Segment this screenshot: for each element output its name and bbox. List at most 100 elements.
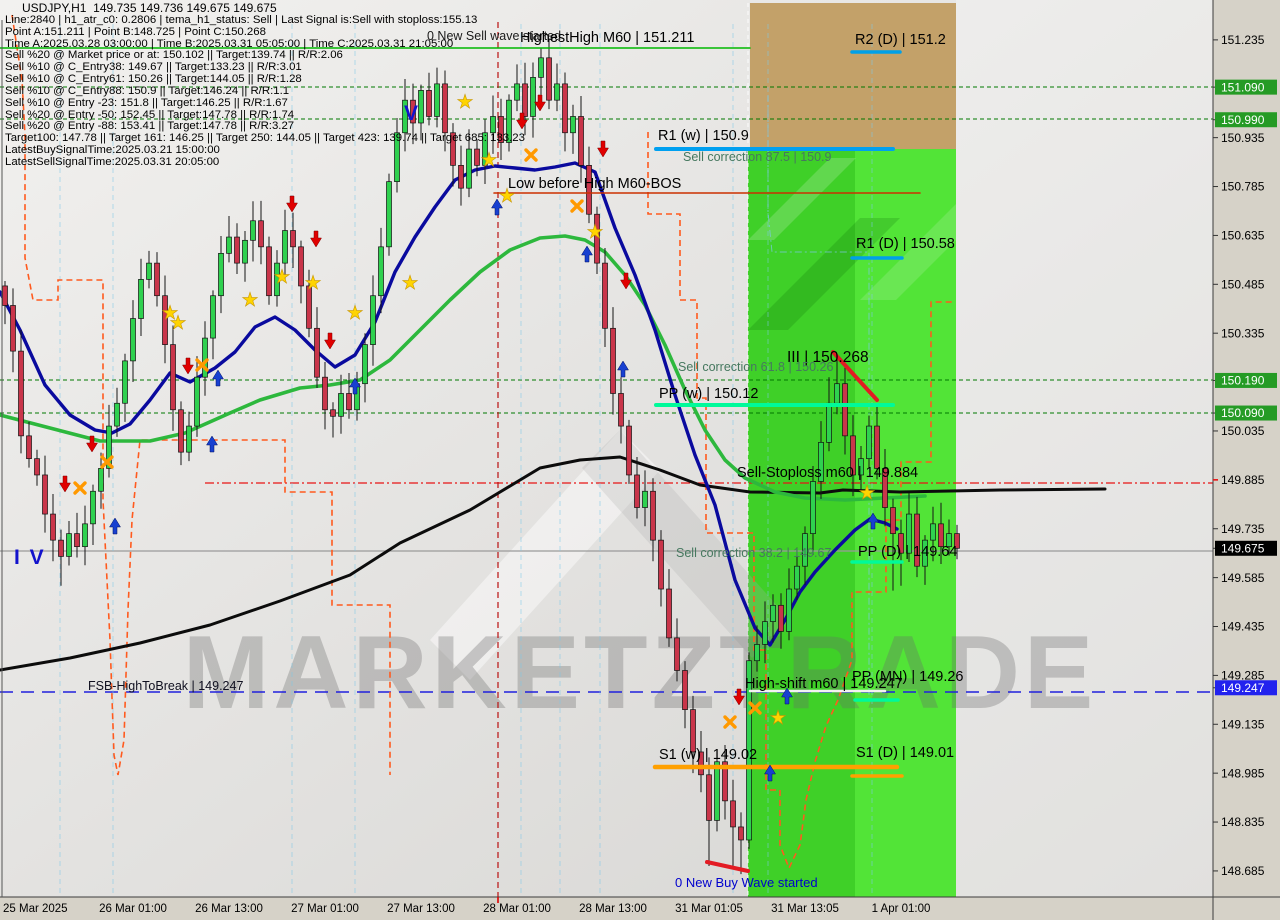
candle-body [402,99,408,134]
time-axis-label: 1 Apr 01:00 [872,903,931,915]
s1-daily: S1 (D) | 149.01 [856,745,954,761]
candle-body [650,490,656,541]
candle-body [234,236,240,264]
ma-fast-line [0,234,927,502]
x-cross-icon [73,481,87,495]
star-icon: ★ [456,92,473,113]
candle-body [562,83,568,134]
candle-body [226,236,232,254]
zone-stripe [860,204,956,300]
sell-arrow-icon [182,357,194,375]
candle-body [370,295,376,345]
candle-body [946,533,952,548]
star-icon: ★ [480,150,497,171]
candle-body [98,468,104,492]
sell-arrow-icon [733,688,745,706]
candle-body [602,262,608,329]
candle-body [586,165,592,215]
candle-body [18,350,24,437]
price-axis-label: 150.990 [1221,113,1265,127]
candle-body [330,409,336,417]
star-icon: ★ [241,290,258,311]
trailing-stop-line [647,132,952,871]
candle-body [698,751,704,776]
price-axis-label: 149.435 [1221,620,1265,634]
star-icon: ★ [161,303,178,324]
x-cross-icon [100,455,114,469]
bos-note: Low before High M60-BOS [508,176,681,192]
candle-body [418,90,424,124]
r2-daily: R2 (D) | 151.2 [855,32,946,48]
candle-body [202,337,208,378]
price-axis-label: 149.285 [1221,669,1265,683]
time-axis-label: 25 Mar 2025 [3,903,68,915]
candle-body [882,468,888,508]
price-axis-strip[interactable] [1213,0,1280,920]
wave-label: I V [14,546,46,569]
buy-arrow-icon [349,377,361,395]
sell-corr-875: Sell correction 87.5 | 150.9 [683,150,832,164]
buy-arrow-icon [764,764,776,782]
zone-stripe [748,158,856,240]
low-break-seg[interactable] [705,860,750,873]
time-axis-label: 28 Mar 01:00 [483,903,551,915]
x-cross-icon [524,148,538,162]
candle-body [490,116,496,134]
candle-body [66,533,72,557]
candle-body [954,533,960,549]
candle-body [770,604,776,622]
candle-body [306,285,312,329]
time-axis-label: 31 Mar 01:05 [675,903,743,915]
candle-body [482,132,488,166]
sell-wave-note: 0 New Sell wave started [427,29,561,43]
buy-arrow-icon [581,245,593,263]
candle-body [2,285,8,306]
candle-body [618,393,624,427]
candle-body [74,533,80,548]
star-icon: ★ [401,273,418,294]
candle-body [922,539,928,567]
watermark-text: MARKETZTRADE [183,615,1098,731]
star-icon: ★ [586,222,603,243]
candle-body [138,279,144,319]
candle-body [658,539,664,590]
candle-body [82,523,88,548]
candle-body [106,425,112,469]
time-axis-strip[interactable] [0,897,1213,920]
candle-body [378,246,384,297]
session-elbow [767,95,870,700]
candle-body [90,490,96,525]
buy-arrow-icon [781,687,793,705]
candle-body [386,181,392,248]
candle-body [26,435,32,460]
x-cross-icon [195,358,209,372]
candle-body [626,425,632,476]
star-icon: ★ [273,267,290,288]
candle-body [810,481,816,534]
candle-body [322,376,328,411]
star-icon: ★ [169,313,186,334]
buy-arrow-icon [617,360,629,378]
time-axis-label: 26 Mar 13:00 [195,903,263,915]
x-cross-icon [748,701,762,715]
star-icon: ★ [346,303,363,324]
wave-label: V [404,102,420,125]
candle-body [434,83,440,117]
price-axis-label: 151.090 [1221,80,1265,94]
buy-arrow-icon [206,435,218,453]
price-axis-label: 150.090 [1221,406,1265,420]
time-axis-label: 27 Mar 13:00 [387,903,455,915]
candle-body [914,513,920,567]
candle-body [682,670,688,710]
price-axis-label: 149.885 [1221,473,1265,487]
wave3-diagonal[interactable] [831,350,879,402]
candle-body [122,360,128,404]
candle-body [426,90,432,117]
ma-slow-line [0,455,1107,672]
sell-stoploss: Sell-Stoploss m60 | 149.884 [737,465,918,481]
price-axis-label: 149.585 [1221,571,1265,585]
candle-body [794,565,800,590]
sell-arrow-icon [597,140,609,158]
